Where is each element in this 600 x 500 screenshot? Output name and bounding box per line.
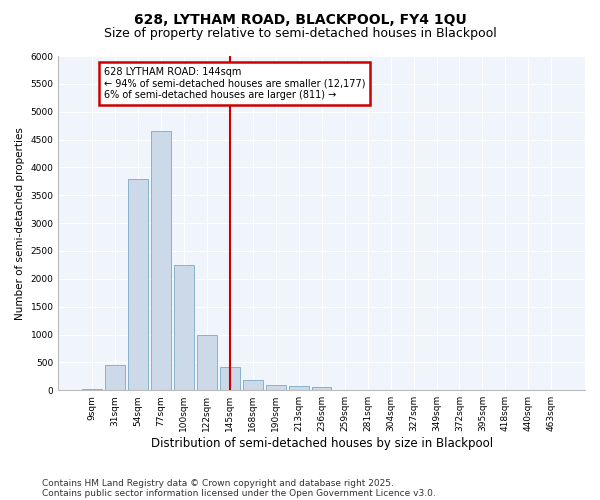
Bar [174,265,194,390]
Bar [220,367,239,390]
X-axis label: Distribution of semi-detached houses by size in Blackpool: Distribution of semi-detached houses by … [151,437,493,450]
Bar [266,384,286,390]
Text: 628 LYTHAM ROAD: 144sqm
← 94% of semi-detached houses are smaller (12,177)
6% of: 628 LYTHAM ROAD: 144sqm ← 94% of semi-de… [104,67,365,100]
Bar [289,386,308,390]
Bar [82,388,102,390]
Bar [151,131,171,390]
Text: Contains HM Land Registry data © Crown copyright and database right 2025.: Contains HM Land Registry data © Crown c… [42,478,394,488]
Text: Contains public sector information licensed under the Open Government Licence v3: Contains public sector information licen… [42,488,436,498]
Y-axis label: Number of semi-detached properties: Number of semi-detached properties [15,126,25,320]
Bar [243,380,263,390]
Text: Size of property relative to semi-detached houses in Blackpool: Size of property relative to semi-detach… [104,28,496,40]
Bar [312,388,331,390]
Text: 628, LYTHAM ROAD, BLACKPOOL, FY4 1QU: 628, LYTHAM ROAD, BLACKPOOL, FY4 1QU [134,12,466,26]
Bar [128,178,148,390]
Bar [106,365,125,390]
Bar [197,334,217,390]
